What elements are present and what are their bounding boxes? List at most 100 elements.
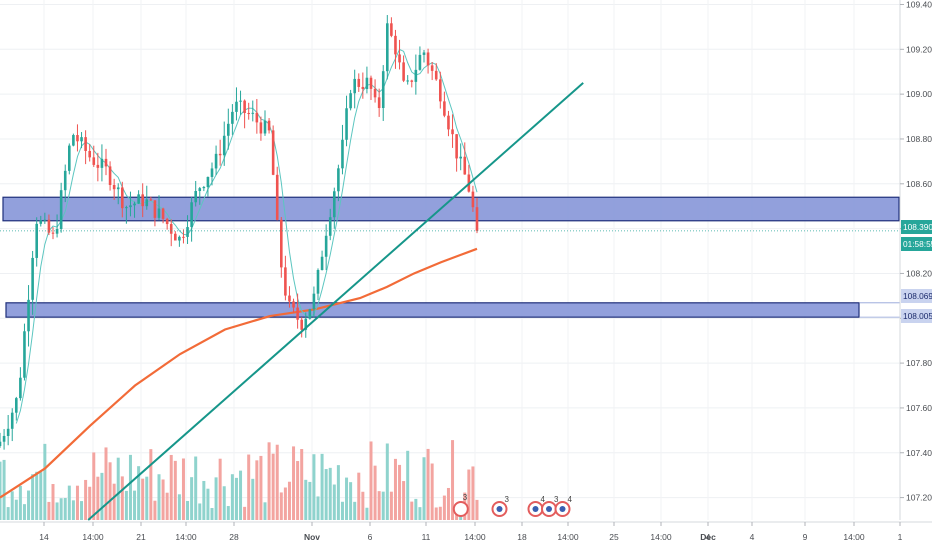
time-tick-label: Nov xyxy=(304,532,320,542)
volume-bar xyxy=(267,442,271,520)
candle-body xyxy=(243,100,246,114)
time-tick-label: 4 xyxy=(750,532,755,542)
candle-body xyxy=(288,295,291,302)
candle-body xyxy=(275,174,279,220)
event-markers[interactable]: 3 4 3 43 xyxy=(452,493,573,517)
candle-body xyxy=(202,187,206,189)
candle-body xyxy=(165,218,169,225)
volume-bar xyxy=(39,472,43,520)
time-tick-label: 25 xyxy=(609,532,619,542)
candle-body xyxy=(426,52,430,66)
volume-bar xyxy=(153,500,157,520)
short-ma-line xyxy=(15,48,478,424)
candle-body xyxy=(292,301,295,308)
volume-bar xyxy=(124,490,128,520)
volume-bar xyxy=(43,443,47,520)
candle-body xyxy=(402,62,405,81)
candle-body xyxy=(210,168,214,177)
price-label-text: 108.069 xyxy=(903,291,932,301)
candle-body xyxy=(271,130,275,175)
volume-bar xyxy=(128,454,132,520)
time-tick-label: 9 xyxy=(803,532,808,542)
volume-bar xyxy=(141,478,145,520)
candle-body xyxy=(178,236,181,241)
volume-bar xyxy=(353,501,357,520)
candle-body xyxy=(255,112,259,123)
volume-bar xyxy=(47,501,51,520)
candle-body xyxy=(23,331,26,378)
trendline-line[interactable] xyxy=(87,82,584,521)
volume-bar xyxy=(259,455,263,520)
volume-bar xyxy=(398,464,402,520)
volume-bar xyxy=(332,484,336,520)
volume-bar xyxy=(165,492,169,520)
candle-body xyxy=(141,194,144,207)
volume-bar xyxy=(55,502,59,520)
time-tick-label: 21 xyxy=(136,532,146,542)
candle-body xyxy=(112,184,116,190)
volume-bar xyxy=(210,507,214,520)
candle-body xyxy=(129,205,132,208)
candle-body xyxy=(137,194,140,204)
volume-bar xyxy=(2,459,6,520)
candle-body xyxy=(361,86,365,90)
candle-body xyxy=(92,157,96,165)
volume-bar xyxy=(202,480,206,520)
volume-bar xyxy=(104,447,108,520)
volume-bar xyxy=(300,449,304,520)
price-tick-label: 108.800 xyxy=(906,134,932,144)
event-count: 3 xyxy=(463,493,468,502)
volume-bar xyxy=(320,453,324,520)
time-tick-label: 1 xyxy=(898,532,903,542)
candle-body xyxy=(68,145,71,171)
volume-bar xyxy=(467,469,471,520)
volume-bar xyxy=(59,498,63,520)
candle-body xyxy=(369,77,373,89)
volume-bar xyxy=(190,477,194,520)
volume-bar xyxy=(369,441,373,520)
candle-body xyxy=(59,190,63,229)
volume-bar xyxy=(255,460,259,520)
time-tick-label: 6 xyxy=(368,532,373,542)
candle-body xyxy=(455,134,458,159)
candle-body xyxy=(10,412,14,429)
candle-body xyxy=(377,97,381,109)
volume-bar xyxy=(389,491,393,520)
time-axis[interactable]: 14 14:00 21 14:00 28 Nov 6 11 14:00 18 14:00 25 14:0… xyxy=(0,521,932,542)
candle-body xyxy=(434,70,438,80)
time-tick-label: 28 xyxy=(229,532,239,542)
volume-bar xyxy=(120,476,124,520)
trendline[interactable] xyxy=(0,82,900,521)
candle-body xyxy=(214,153,218,169)
candle-body xyxy=(76,135,79,142)
volume-bar xyxy=(247,454,251,520)
volume-bar xyxy=(169,454,173,520)
volume-bar xyxy=(304,479,308,520)
volume-bar xyxy=(14,499,18,520)
candle-body xyxy=(121,187,124,209)
candle-body xyxy=(153,200,157,218)
zone-lower[interactable] xyxy=(5,302,860,318)
volume-bar xyxy=(0,461,2,520)
price-axis[interactable]: 109.400109.200109.000108.800108.600108.4… xyxy=(899,0,932,520)
event-marker-icon[interactable] xyxy=(452,501,469,517)
volume-bar xyxy=(157,474,161,520)
candle-body xyxy=(6,428,10,436)
candle-body xyxy=(161,208,165,219)
candle-body xyxy=(218,153,222,156)
candle-body xyxy=(280,219,283,268)
candle-body xyxy=(27,299,30,332)
long-ma-line xyxy=(0,247,478,499)
zones[interactable] xyxy=(2,196,900,318)
candle-body xyxy=(133,203,136,206)
short-moving-average xyxy=(15,48,478,424)
candle-body xyxy=(43,219,47,221)
candle-body xyxy=(116,187,120,190)
long-moving-average xyxy=(0,247,478,499)
zone-upper[interactable] xyxy=(2,196,900,222)
time-tick-label: 14:00 xyxy=(82,532,104,542)
volume-bar xyxy=(451,440,455,520)
volume-bar xyxy=(430,463,434,520)
